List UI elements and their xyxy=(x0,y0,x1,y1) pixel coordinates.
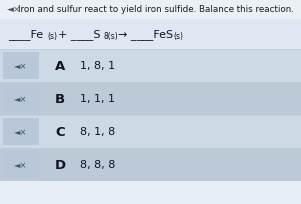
Bar xyxy=(3,86,39,112)
Bar xyxy=(0,50,301,83)
Bar xyxy=(3,118,39,145)
Text: (s): (s) xyxy=(173,32,183,41)
Bar xyxy=(3,151,39,178)
Text: + ____S: + ____S xyxy=(58,29,101,40)
Bar xyxy=(0,115,301,148)
Text: ◄×: ◄× xyxy=(14,94,28,103)
Text: 8, 1, 8: 8, 1, 8 xyxy=(80,127,115,137)
Bar xyxy=(0,20,301,50)
Text: → ____FeS: → ____FeS xyxy=(118,29,173,40)
Text: (s): (s) xyxy=(47,32,57,41)
Bar xyxy=(3,53,39,80)
Text: 1, 8, 1: 1, 8, 1 xyxy=(80,61,115,71)
Text: A: A xyxy=(55,60,65,73)
Text: C: C xyxy=(55,125,65,138)
Text: B: B xyxy=(55,93,65,105)
Bar xyxy=(0,0,301,20)
Text: ◄×: ◄× xyxy=(14,127,28,136)
Bar xyxy=(0,148,301,181)
Text: 1, 1, 1: 1, 1, 1 xyxy=(80,94,115,104)
Text: Iron and sulfur react to yield iron sulfide. Balance this reaction.: Iron and sulfur react to yield iron sulf… xyxy=(18,6,294,14)
Text: ◄×: ◄× xyxy=(14,160,28,169)
Text: 8(s): 8(s) xyxy=(103,32,118,41)
Text: D: D xyxy=(54,158,66,171)
Text: ◄×: ◄× xyxy=(7,6,21,14)
Bar xyxy=(0,83,301,115)
Text: ____Fe: ____Fe xyxy=(8,29,43,40)
Text: 8, 8, 8: 8, 8, 8 xyxy=(80,160,115,170)
Text: ◄×: ◄× xyxy=(14,62,28,71)
